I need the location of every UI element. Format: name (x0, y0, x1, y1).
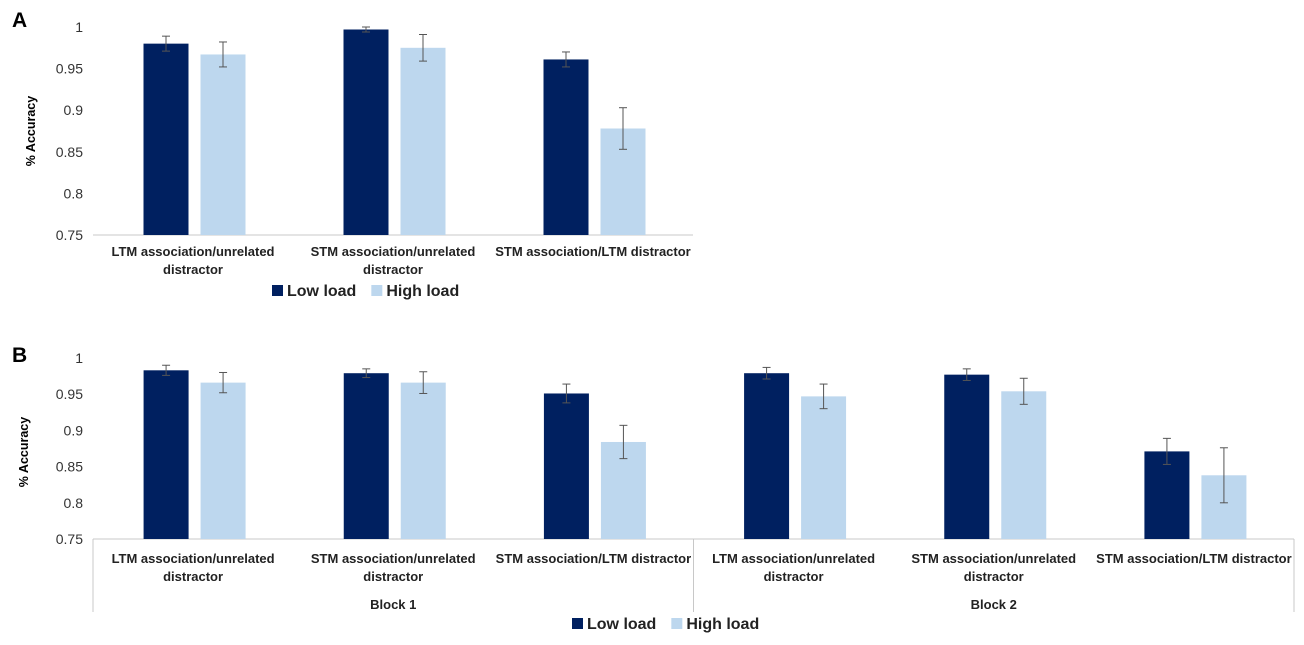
y-tick-label: 0.95 (56, 386, 83, 402)
category-label: LTM association/unrelated (112, 551, 275, 566)
category-label: STM association/unrelated (911, 551, 1076, 566)
y-tick-label: 0.75 (56, 531, 83, 547)
y-tick-label: 1 (75, 19, 83, 35)
group-label: Block 2 (971, 597, 1017, 612)
category-label: STM association/LTM distractor (495, 244, 691, 259)
legend-swatch-low-load (272, 285, 283, 296)
y-tick-label: 0.9 (64, 102, 84, 118)
category-label: STM association/unrelated (311, 244, 476, 259)
bar-high-load (400, 382, 446, 539)
bar-low-load (744, 373, 790, 539)
y-tick-label: 0.9 (64, 422, 84, 438)
bar-low-load (1144, 451, 1190, 539)
category-label: STM association/LTM distractor (496, 551, 692, 566)
y-tick-label: 1 (75, 350, 83, 366)
legend-swatch-high-load (671, 618, 683, 629)
y-tick-label: 0.8 (64, 495, 84, 511)
y-tick-label: 0.95 (56, 61, 83, 77)
category-label: distractor (964, 569, 1024, 584)
y-tick-label: 0.85 (56, 144, 83, 160)
legend-label: High load (686, 616, 759, 633)
category-label: distractor (363, 569, 423, 584)
group-label: Block 1 (370, 597, 416, 612)
bar-low-load (944, 374, 990, 539)
y-axis-label: % Accuracy (17, 417, 31, 487)
bar-low-load (143, 43, 189, 235)
category-label: distractor (163, 569, 223, 584)
legend-label: Low load (587, 616, 656, 633)
category-label: STM association/LTM distractor (1096, 551, 1292, 566)
bar-low-load (543, 59, 589, 236)
category-label: STM association/unrelated (311, 551, 476, 566)
category-label: LTM association/unrelated (111, 244, 274, 259)
panel-letter: A (12, 9, 27, 32)
bar-high-load (200, 382, 246, 539)
bar-high-load (801, 396, 847, 539)
bar-high-load (200, 54, 246, 236)
category-label: LTM association/unrelated (712, 551, 875, 566)
legend-label: Low load (287, 283, 356, 300)
legend-swatch-low-load (572, 618, 583, 629)
y-tick-label: 0.8 (64, 185, 84, 201)
legend-label: High load (386, 283, 459, 300)
category-label: distractor (764, 569, 824, 584)
panel-a: A 0.75 0.8 0.85 0.9 0.95 1 % Accuracy LTM associ… (12, 9, 693, 300)
legend-swatch-high-load (371, 285, 383, 296)
y-tick-label: 0.75 (56, 227, 83, 243)
panel-b: B 0.75 0.8 0.85 0.9 0.95 1 % Accuracy Block 1 Blo… (12, 344, 1295, 633)
category-label: distractor (363, 262, 423, 277)
y-axis-label: % Accuracy (24, 96, 38, 166)
bar-low-load (343, 29, 389, 235)
bar-low-load (343, 373, 389, 539)
bar-low-load (543, 393, 589, 539)
bar-high-load (400, 47, 446, 235)
panel-letter: B (12, 344, 27, 367)
bar-high-load (1001, 391, 1047, 539)
category-label: distractor (163, 262, 223, 277)
y-tick-label: 0.85 (56, 459, 83, 475)
bar-low-load (143, 370, 189, 539)
